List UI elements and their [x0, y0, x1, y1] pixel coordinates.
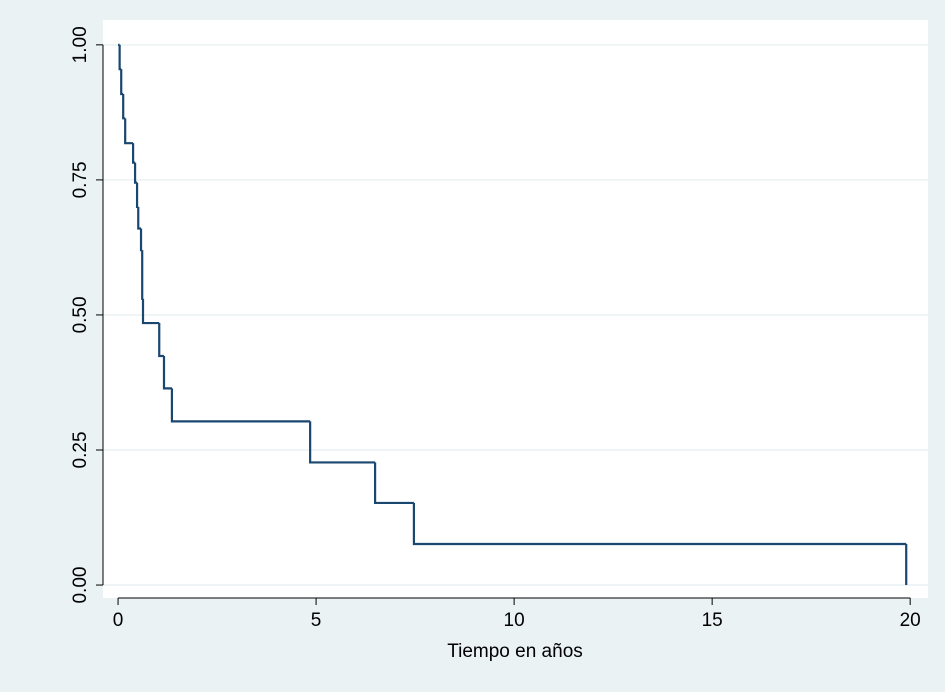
survival-step — [141, 298, 160, 325]
x-tick-label: 20 — [900, 610, 921, 631]
survival-step — [135, 182, 139, 209]
survival-step — [122, 94, 126, 120]
survival-step — [170, 388, 311, 423]
x-tick-label: 0 — [113, 610, 124, 631]
survival-step — [120, 69, 124, 96]
survival-step — [124, 118, 134, 145]
x-tick-label: 10 — [504, 610, 525, 631]
survival-step — [309, 421, 376, 464]
survival-step — [141, 250, 144, 300]
y-tick-label: 0.25 — [70, 431, 91, 468]
x-tick-label: 15 — [702, 610, 723, 631]
survival-step — [412, 502, 907, 546]
x-axis-label: Tiempo en años — [447, 641, 583, 662]
y-tick-label: 0.00 — [70, 567, 91, 604]
survival-step — [158, 323, 164, 358]
y-tick-label: 0.75 — [70, 161, 91, 198]
survival-step — [133, 162, 138, 184]
x-tick-label: 5 — [311, 610, 322, 631]
y-tick-label: 0.50 — [70, 296, 91, 333]
survival-step — [137, 206, 142, 230]
survival-step — [373, 462, 414, 505]
plot-area — [103, 20, 928, 598]
y-tick-label: 1.00 — [70, 26, 91, 63]
survival-step — [118, 44, 122, 71]
survival-step — [139, 228, 143, 252]
survival-step — [162, 355, 172, 390]
survival-step — [132, 143, 136, 164]
